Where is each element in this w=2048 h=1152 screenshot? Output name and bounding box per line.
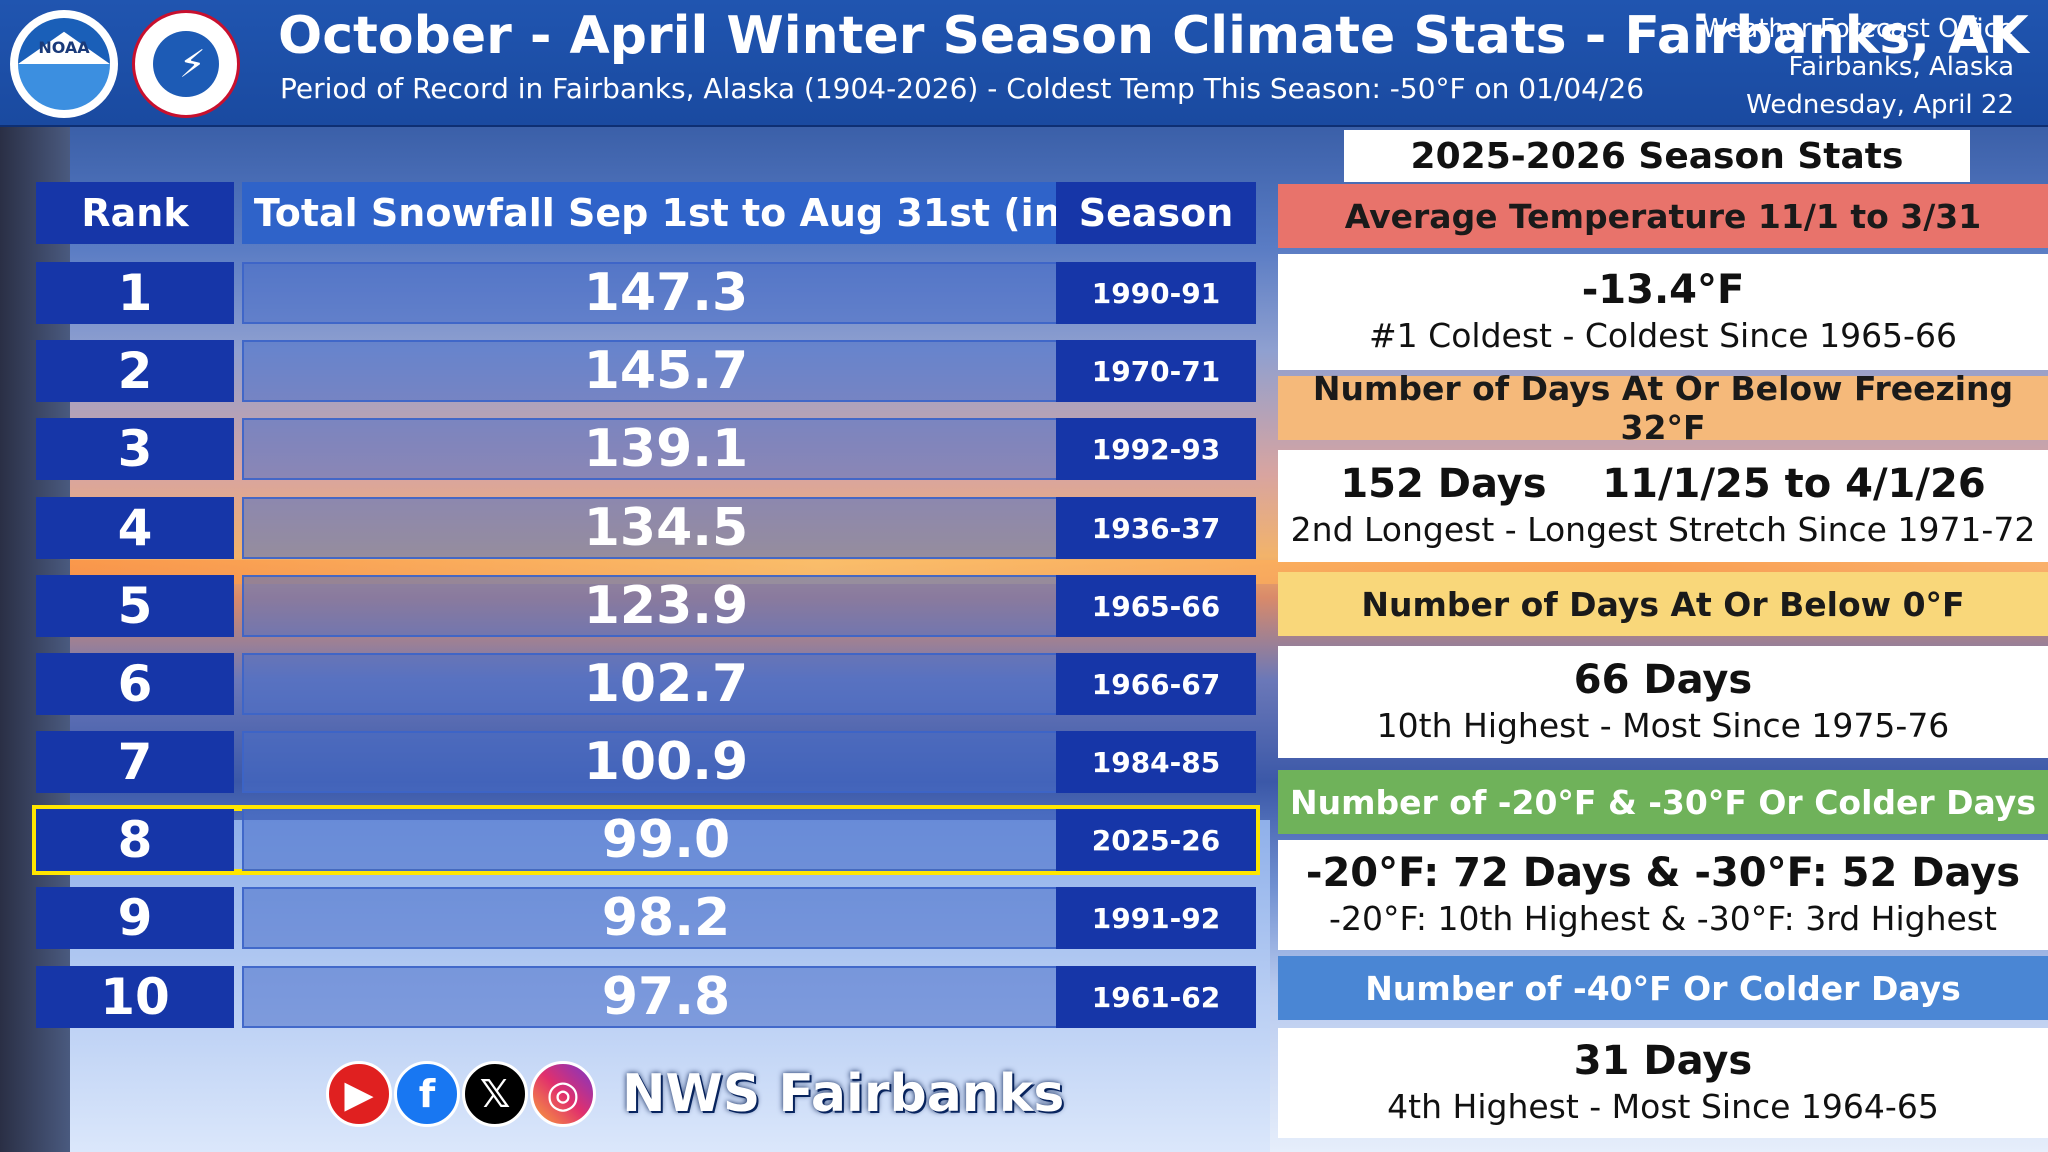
stat-body-freezing: 152 Days 11/1/25 to 4/1/26 2nd Longest -…: [1278, 450, 2048, 562]
rank-cell: 10: [36, 966, 234, 1028]
lightning-icon: ⚡: [179, 42, 206, 86]
rank-cell: 4: [36, 497, 234, 559]
season-cell: 1970-71: [1056, 340, 1256, 402]
stat-heading-minus20-30: Number of -20°F & -30°F Or Colder Days: [1278, 770, 2048, 834]
season-cell: 1961-62: [1056, 966, 1256, 1028]
season-cell: 1984-85: [1056, 731, 1256, 793]
season-cell: 1990-91: [1056, 262, 1256, 324]
table-row: 9 98.2 1991-92: [36, 887, 1256, 949]
stat-sub: 4th Highest - Most Since 1964-65: [1387, 1087, 1939, 1126]
stat-body-minus40: 31 Days 4th Highest - Most Since 1964-65: [1278, 1028, 2048, 1138]
rank-cell: 7: [36, 731, 234, 793]
office-location: Fairbanks, Alaska: [1788, 52, 2014, 82]
stat-main: -20°F: 72 Days & -30°F: 52 Days: [1305, 850, 2021, 896]
table-row: 3 139.1 1992-93: [36, 418, 1256, 480]
snowfall-cell: 145.7: [242, 340, 1090, 402]
stat-sub: #1 Coldest - Coldest Since 1965-66: [1369, 316, 1957, 355]
stat-heading-minus40: Number of -40°F Or Colder Days: [1278, 956, 2048, 1020]
table-row-highlighted: 8 99.0 2025-26: [32, 805, 1260, 875]
rank-cell: 6: [36, 653, 234, 715]
stat-main: -13.4°F: [1581, 267, 1745, 313]
issue-date: Wednesday, April 22: [1746, 90, 2014, 120]
season-cell: 1992-93: [1056, 418, 1256, 480]
stats-title: 2025-2026 Season Stats: [1344, 130, 1970, 182]
rank-header: Rank: [36, 182, 234, 244]
snowfall-cell: 139.1: [242, 418, 1090, 480]
table-row: 1 147.3 1990-91: [36, 262, 1256, 324]
rank-cell: 5: [36, 575, 234, 637]
season-cell: 1966-67: [1056, 653, 1256, 715]
instagram-icon[interactable]: ◎: [530, 1061, 596, 1127]
snowfall-header: Total Snowfall Sep 1st to Aug 31st (in): [242, 182, 1090, 244]
header-banner: NOAA ⚡ October - April Winter Season Cli…: [0, 0, 2048, 127]
noaa-logo: NOAA: [10, 10, 118, 118]
stat-body-avg-temp: -13.4°F #1 Coldest - Coldest Since 1965-…: [1278, 254, 2048, 370]
table-row: 5 123.9 1965-66: [36, 575, 1256, 637]
season-cell: 1965-66: [1056, 575, 1256, 637]
facebook-icon[interactable]: f: [394, 1061, 460, 1127]
snowfall-cell: 147.3: [242, 262, 1090, 324]
nws-logo: ⚡: [132, 10, 240, 118]
snowfall-cell: 100.9: [242, 731, 1090, 793]
rank-cell: 3: [36, 418, 234, 480]
stat-main: 66 Days: [1573, 657, 1753, 703]
social-handle: NWS Fairbanks: [622, 1064, 1065, 1124]
table-header: Rank Total Snowfall Sep 1st to Aug 31st …: [36, 182, 1256, 244]
stat-body-minus20-30: -20°F: 72 Days & -30°F: 52 Days -20°F: 1…: [1278, 840, 2048, 950]
season-cell: 1991-92: [1056, 887, 1256, 949]
table-row: 10 97.8 1961-62: [36, 966, 1256, 1028]
season-header: Season: [1056, 182, 1256, 244]
office-name: Weather Forecast Office: [1702, 14, 2014, 44]
table-row: 4 134.5 1936-37: [36, 497, 1256, 559]
snowfall-cell: 102.7: [242, 653, 1090, 715]
noaa-logo-text: NOAA: [38, 38, 90, 57]
rank-cell: 1: [36, 262, 234, 324]
page-title: October - April Winter Season Climate St…: [278, 6, 2029, 66]
stat-sub: -20°F: 10th Highest & -30°F: 3rd Highest: [1329, 899, 1997, 938]
season-cell: 2025-26: [1056, 809, 1256, 871]
stat-sub: 2nd Longest - Longest Stretch Since 1971…: [1290, 510, 2036, 549]
table-row: 2 145.7 1970-71: [36, 340, 1256, 402]
season-cell: 1936-37: [1056, 497, 1256, 559]
stat-body-below-zero: 66 Days 10th Highest - Most Since 1975-7…: [1278, 646, 2048, 758]
stat-heading-below-zero: Number of Days At Or Below 0°F: [1278, 572, 2048, 636]
stat-sub: 10th Highest - Most Since 1975-76: [1376, 706, 1950, 745]
table-row: 6 102.7 1966-67: [36, 653, 1256, 715]
snowfall-cell: 97.8: [242, 966, 1090, 1028]
page-subtitle: Period of Record in Fairbanks, Alaska (1…: [280, 72, 1645, 105]
social-bar: ▶ f 𝕏 ◎ NWS Fairbanks: [326, 1058, 1064, 1130]
snowfall-cell: 99.0: [242, 809, 1090, 871]
snowfall-cell: 134.5: [242, 497, 1090, 559]
stat-main: 31 Days: [1573, 1038, 1753, 1084]
table-row: 7 100.9 1984-85: [36, 731, 1256, 793]
office-info: Weather Forecast Office Fairbanks, Alask…: [1702, 10, 2014, 124]
rank-cell: 8: [36, 809, 234, 871]
x-icon[interactable]: 𝕏: [462, 1061, 528, 1127]
rank-cell: 9: [36, 887, 234, 949]
rank-cell: 2: [36, 340, 234, 402]
stat-main: 152 Days 11/1/25 to 4/1/26: [1340, 461, 1986, 507]
youtube-icon[interactable]: ▶: [326, 1061, 392, 1127]
snowfall-cell: 123.9: [242, 575, 1090, 637]
stat-heading-freezing: Number of Days At Or Below Freezing 32°F: [1278, 369, 2048, 447]
stat-heading-avg-temp: Average Temperature 11/1 to 3/31: [1278, 184, 2048, 248]
snowfall-cell: 98.2: [242, 887, 1090, 949]
